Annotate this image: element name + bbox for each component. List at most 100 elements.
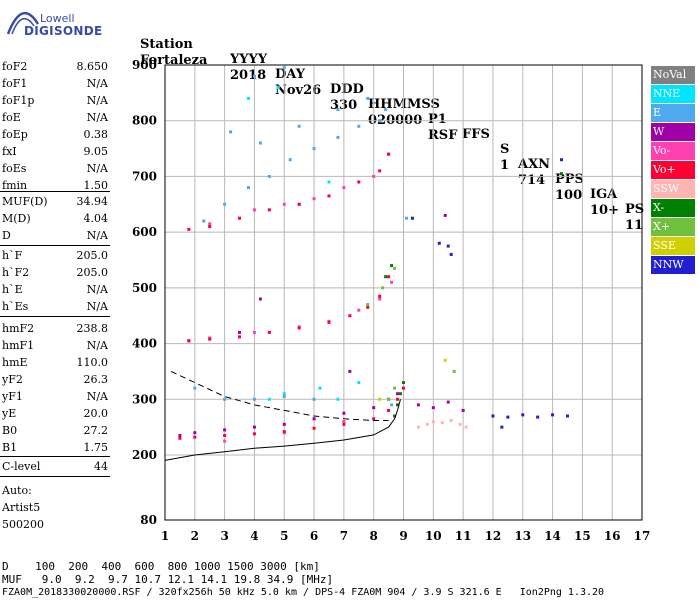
data-point — [223, 434, 227, 437]
data-point — [366, 303, 370, 307]
param-value: 4.04 — [83, 212, 109, 225]
data-point — [425, 422, 429, 426]
header-value: 11 — [625, 218, 644, 233]
data-point — [393, 414, 397, 418]
data-point — [372, 406, 376, 410]
header-label: IGA — [590, 187, 618, 202]
data-point — [384, 275, 388, 279]
auto-program: Artist5 — [2, 501, 41, 514]
data-point — [252, 432, 256, 436]
data-point — [336, 135, 340, 139]
param-label: C-level — [2, 460, 41, 473]
data-point — [387, 152, 391, 156]
param-label: yF2 — [2, 373, 23, 386]
data-point — [506, 415, 510, 419]
auto-line: 500200 — [2, 518, 108, 534]
data-point — [387, 275, 391, 279]
param-row: D N/A — [2, 229, 108, 245]
data-point — [342, 411, 346, 415]
y-tick-label: 800 — [132, 114, 157, 128]
echo-points — [178, 66, 569, 443]
data-point — [223, 439, 227, 443]
data-point — [443, 358, 447, 362]
param-value: 205.0 — [76, 249, 109, 262]
param-row: h`F 205.0 — [2, 249, 108, 265]
x-tick-label: 8 — [370, 529, 378, 543]
param-value: N/A — [86, 283, 108, 296]
param-row: foEs N/A — [2, 162, 108, 178]
param-value: 26.3 — [83, 373, 109, 386]
data-point — [372, 174, 376, 178]
data-point — [390, 264, 394, 268]
param-label: hmF1 — [2, 339, 35, 352]
header-label: PPS — [555, 172, 584, 187]
header-label: AXN — [518, 157, 551, 172]
x-axis-ticks: 1 2 3 4 5 6 7 8 9 10 11 12 13 14 15 16 17 — [161, 529, 651, 543]
param-value: 34.94 — [76, 195, 109, 208]
data-point — [551, 413, 555, 417]
series-x+ — [366, 266, 456, 401]
param-row: hmF1 N/A — [2, 339, 108, 355]
y-tick-label: 700 — [132, 169, 157, 183]
data-point — [223, 202, 227, 206]
legend-item-x-minus: X- — [651, 199, 695, 217]
header-value: 1 — [500, 158, 510, 173]
param-row: h`Es N/A — [2, 300, 108, 316]
separator — [0, 476, 110, 477]
data-point — [357, 381, 361, 385]
legend-item-w: W — [651, 123, 695, 141]
data-point — [238, 216, 242, 220]
param-row: foE N/A — [2, 111, 108, 127]
data-point — [452, 369, 456, 373]
data-point — [378, 119, 382, 123]
y-tick-label: 400 — [132, 337, 157, 351]
x-tick-label: 16 — [604, 529, 621, 543]
x-tick-label: 14 — [544, 529, 561, 543]
param-row: B1 1.75 — [2, 441, 108, 457]
param-label: foF1 — [2, 77, 28, 90]
y-axis-ticks: 80 200 300 400 500 600 700 800 900 — [132, 58, 157, 527]
legend-item-noval: NoVal — [651, 66, 695, 84]
data-point — [193, 435, 197, 439]
param-row: yF1 N/A — [2, 390, 108, 406]
x-tick-label: 5 — [280, 529, 288, 543]
data-point — [327, 194, 331, 198]
data-point — [246, 96, 250, 100]
auto-line: Artist5 — [2, 501, 108, 517]
param-label: h`F2 — [2, 266, 30, 279]
data-point — [288, 158, 292, 162]
x-tick-label: 1 — [161, 529, 169, 543]
x-tick-label: 11 — [455, 529, 472, 543]
series-nnw — [410, 158, 569, 429]
header-value: Fortaleza — [140, 53, 208, 68]
param-row: foEp 0.38 — [2, 128, 108, 144]
param-value: 1.75 — [83, 441, 109, 454]
param-row: yE 20.0 — [2, 407, 108, 423]
data-point — [437, 241, 441, 245]
data-point — [282, 66, 286, 70]
y-tick-label: 900 — [132, 58, 157, 72]
param-label: yF1 — [2, 390, 23, 403]
param-value: N/A — [86, 300, 108, 313]
header-label: PS — [625, 202, 645, 217]
separator — [0, 191, 110, 192]
data-point — [312, 426, 316, 430]
digisonde-logo-icon — [6, 11, 40, 35]
legend-item-e: E — [651, 104, 695, 122]
data-point — [282, 202, 286, 206]
y-tick-label: 200 — [132, 448, 157, 462]
param-label: B1 — [2, 441, 18, 454]
data-point — [384, 108, 388, 112]
data-point — [282, 392, 286, 396]
data-point — [258, 297, 262, 301]
data-point — [521, 413, 525, 417]
param-label: foEs — [2, 162, 27, 175]
legend-item-vo-minus: Vo- — [651, 142, 695, 160]
data-point — [187, 339, 191, 343]
legend-item-vo-plus: Vo+ — [651, 161, 695, 179]
y-tick-label: 500 — [132, 281, 157, 295]
data-point — [342, 420, 346, 424]
data-point — [464, 425, 468, 429]
logo-text-bottom: DIGISONDE — [24, 24, 103, 38]
